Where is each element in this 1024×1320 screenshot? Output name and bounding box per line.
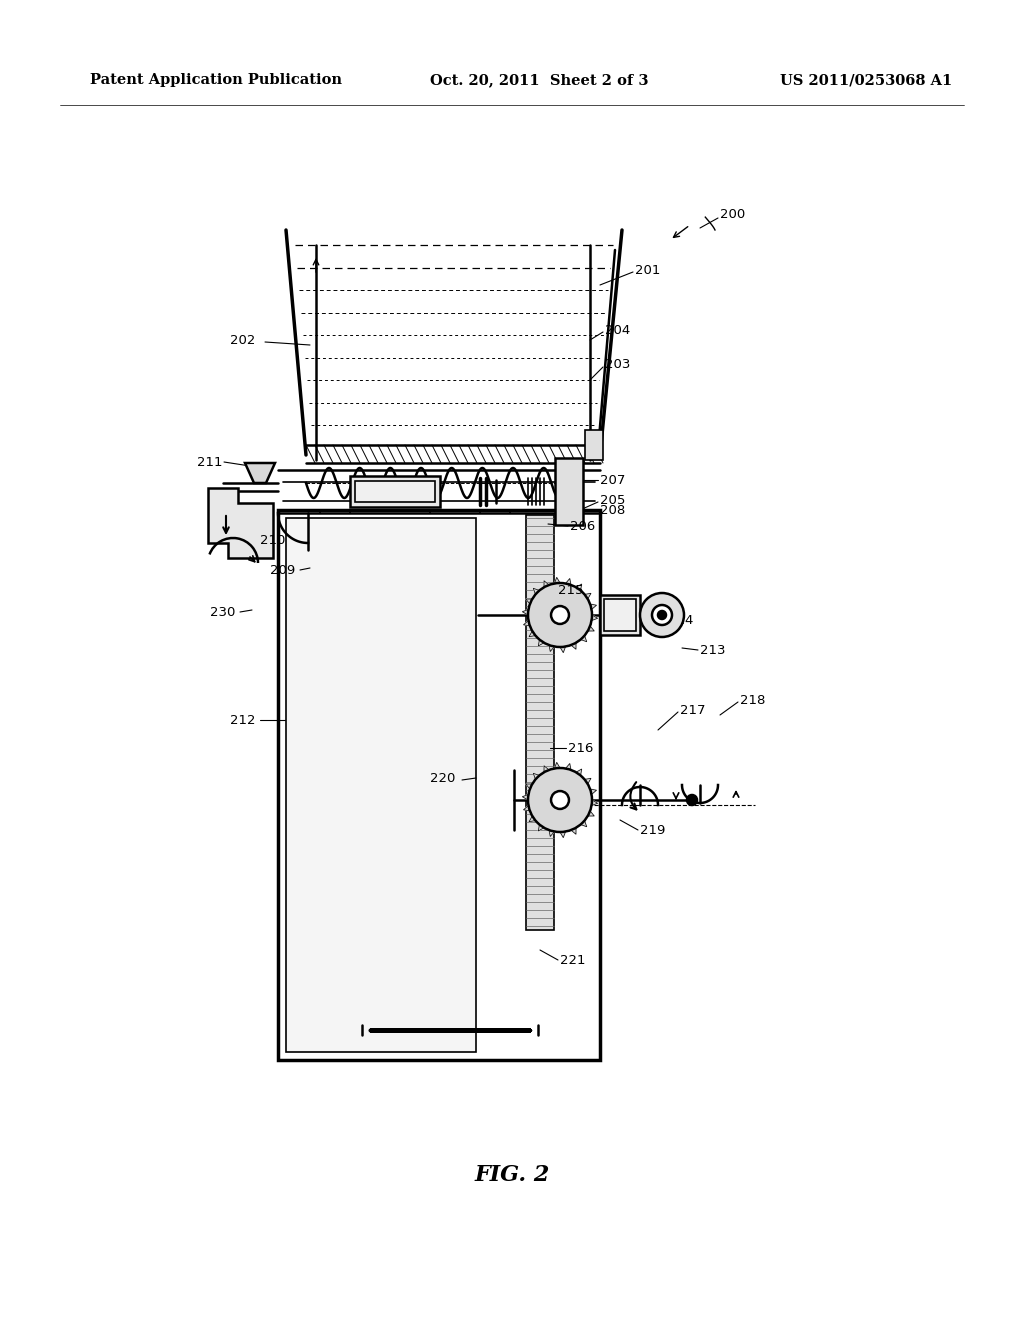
Circle shape [528, 768, 592, 832]
Text: 220: 220 [430, 771, 456, 784]
Bar [585, 430, 603, 459]
Text: 202: 202 [230, 334, 255, 346]
Polygon shape [575, 821, 587, 828]
Polygon shape [575, 635, 587, 643]
Text: 230: 230 [210, 606, 236, 619]
Circle shape [658, 611, 666, 619]
Polygon shape [544, 581, 554, 587]
Text: 221: 221 [560, 953, 586, 966]
Polygon shape [575, 583, 585, 594]
Bar [355, 480, 435, 502]
Circle shape [687, 795, 697, 805]
Text: 200: 200 [720, 209, 745, 222]
Polygon shape [523, 615, 530, 626]
Bar [278, 510, 600, 1060]
Polygon shape [590, 605, 596, 615]
Polygon shape [522, 605, 530, 615]
Polygon shape [585, 810, 594, 821]
Polygon shape [585, 594, 591, 605]
Circle shape [640, 593, 684, 638]
Bar [350, 477, 440, 507]
Circle shape [528, 583, 592, 647]
Text: 213: 213 [700, 644, 725, 656]
Polygon shape [585, 779, 591, 789]
Polygon shape [525, 594, 536, 605]
Text: 207: 207 [600, 474, 626, 487]
Polygon shape [554, 832, 565, 838]
Circle shape [551, 606, 569, 624]
Polygon shape [554, 577, 565, 583]
Text: US 2011/0253068 A1: US 2011/0253068 A1 [780, 73, 952, 87]
Polygon shape [590, 800, 598, 810]
Text: 214: 214 [668, 614, 693, 627]
Polygon shape [536, 821, 544, 830]
Polygon shape [575, 770, 585, 779]
Bar [526, 515, 554, 931]
Polygon shape [525, 779, 536, 789]
Polygon shape [245, 463, 275, 483]
Polygon shape [534, 587, 544, 594]
Polygon shape [590, 789, 596, 800]
Polygon shape [544, 828, 554, 837]
Text: 203: 203 [605, 359, 631, 371]
Polygon shape [565, 643, 575, 649]
Text: 215: 215 [558, 583, 584, 597]
Bar [604, 599, 636, 631]
Polygon shape [554, 763, 565, 768]
Polygon shape [585, 626, 594, 635]
Text: Patent Application Publication: Patent Application Publication [90, 73, 342, 87]
Text: FIG. 2: FIG. 2 [474, 1164, 550, 1185]
Polygon shape [523, 800, 530, 810]
Bar [555, 458, 583, 525]
Bar [286, 517, 476, 1052]
Text: 216: 216 [568, 742, 593, 755]
Text: 210: 210 [260, 533, 286, 546]
Polygon shape [529, 626, 536, 636]
Polygon shape [565, 828, 575, 834]
Text: Oct. 20, 2011  Sheet 2 of 3: Oct. 20, 2011 Sheet 2 of 3 [430, 73, 648, 87]
Bar [600, 595, 640, 635]
Text: 217: 217 [680, 704, 706, 717]
Text: 209: 209 [270, 564, 295, 577]
Text: 211: 211 [197, 455, 222, 469]
Circle shape [551, 791, 569, 809]
Polygon shape [534, 772, 544, 779]
Polygon shape [565, 763, 575, 772]
Text: 205: 205 [600, 494, 626, 507]
Polygon shape [544, 643, 554, 652]
Polygon shape [536, 635, 544, 645]
Text: 212: 212 [230, 714, 256, 726]
Polygon shape [522, 789, 530, 800]
Text: 204: 204 [605, 323, 630, 337]
Circle shape [652, 605, 672, 624]
Text: 219: 219 [640, 824, 666, 837]
Polygon shape [208, 488, 273, 558]
Polygon shape [544, 766, 554, 772]
Text: 201: 201 [635, 264, 660, 276]
Text: 206: 206 [570, 520, 595, 532]
Polygon shape [590, 615, 598, 626]
Polygon shape [529, 810, 536, 821]
Polygon shape [565, 578, 575, 587]
Text: 208: 208 [600, 503, 626, 516]
Polygon shape [554, 647, 565, 652]
Text: 218: 218 [740, 693, 765, 706]
